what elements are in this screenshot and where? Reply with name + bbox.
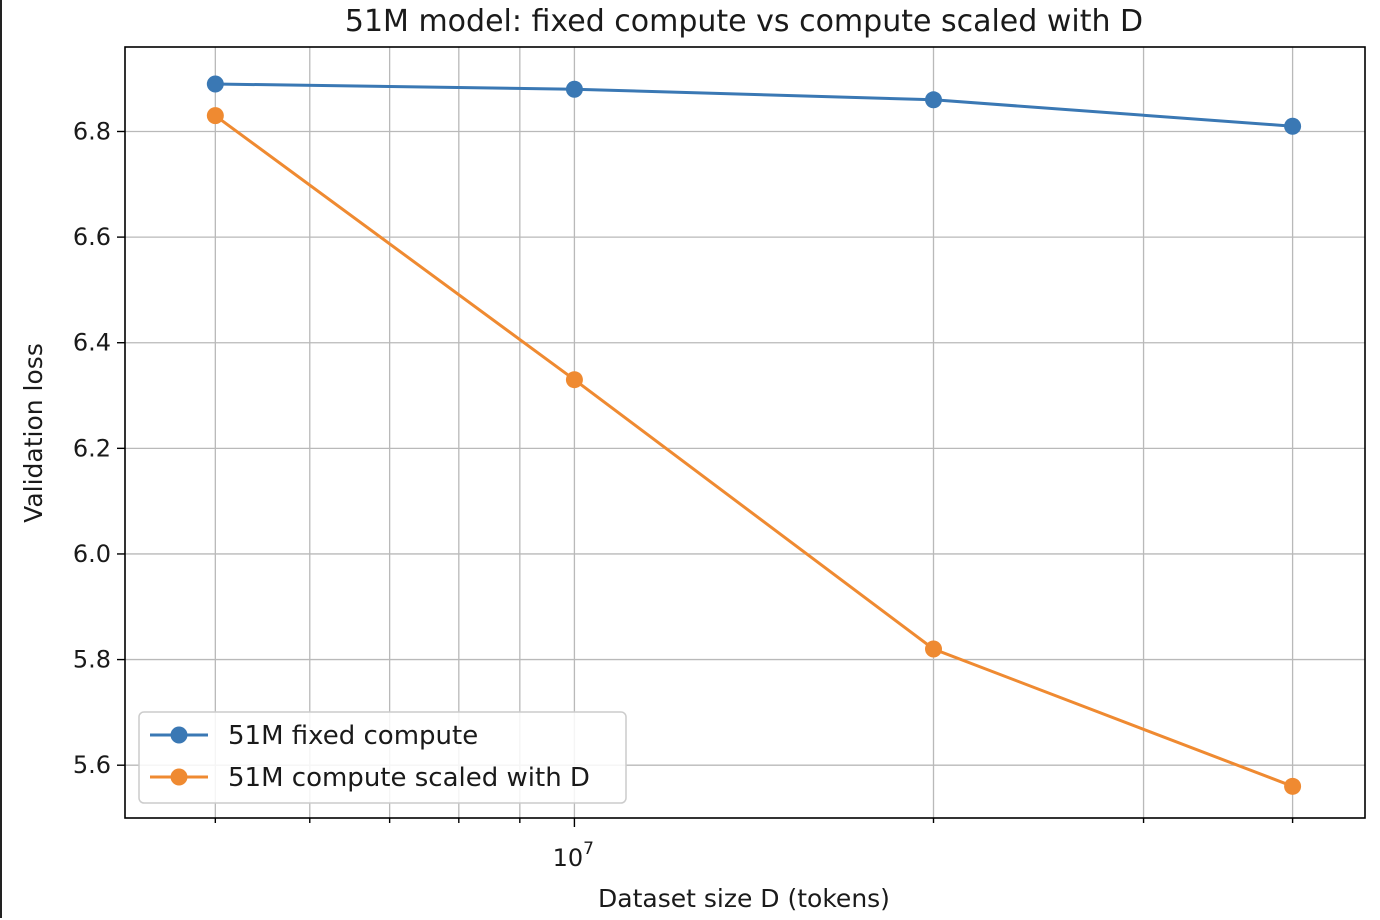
y-tick-label: 5.6 — [73, 751, 111, 779]
y-tick-label: 6.6 — [73, 223, 111, 251]
data-point-series-2 — [565, 371, 583, 389]
y-tick-label: 6.2 — [73, 434, 111, 462]
data-point-series-2 — [1284, 777, 1302, 795]
y-tick-label: 6.4 — [73, 329, 111, 357]
x-tick-base: 10 — [553, 844, 584, 872]
x-tick-label: 107 — [553, 839, 594, 872]
y-tick-label: 6.8 — [73, 117, 111, 145]
legend: 51M fixed compute 51M compute scaled with… — [138, 711, 627, 804]
data-point-series-1 — [1284, 117, 1302, 135]
legend-label: 51M fixed compute — [228, 721, 478, 751]
x-tick-exponent: 7 — [583, 839, 594, 859]
data-point-series-1 — [925, 91, 943, 109]
series-line-2 — [214, 114, 1294, 788]
y-tick-label: 5.8 — [73, 646, 111, 674]
data-point-series-1 — [206, 75, 224, 93]
x-axis-label: Dataset size D (tokens) — [598, 884, 890, 913]
data-point-series-1 — [565, 80, 583, 98]
chart-title: 51M model: fixed compute vs compute scal… — [345, 4, 1143, 39]
legend-marker — [170, 768, 188, 786]
legend-label: 51M compute scaled with D — [228, 763, 590, 793]
series-layer — [206, 75, 1302, 795]
y-axis-label: Validation loss — [19, 343, 48, 523]
y-axis: 5.6 5.8 6.0 6.2 6.4 6.6 6.8 — [73, 117, 125, 779]
legend-marker — [170, 726, 188, 744]
data-point-series-2 — [925, 640, 943, 658]
y-tick-label: 6.0 — [73, 540, 111, 568]
data-point-series-2 — [206, 107, 224, 125]
grid — [125, 47, 1365, 818]
legend-box — [138, 711, 627, 804]
series-line-1 — [215, 82, 1293, 128]
x-axis: 107 — [214, 818, 1294, 872]
plot-area-border — [124, 46, 1366, 819]
